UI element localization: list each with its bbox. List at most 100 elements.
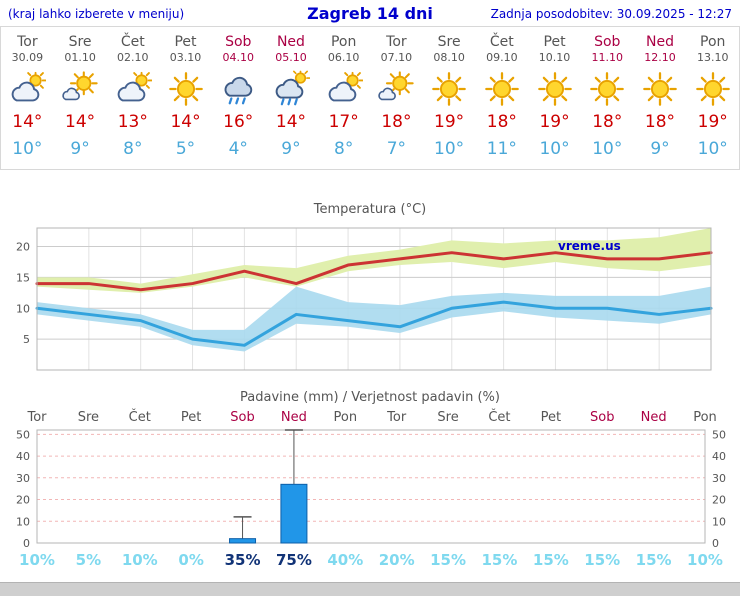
day-date: 05.10	[275, 51, 307, 64]
max-temp: 18°	[381, 112, 412, 132]
max-temp: 13°	[117, 112, 148, 132]
max-temp: 14°	[170, 112, 201, 132]
svg-text:15%: 15%	[482, 551, 518, 569]
forecast-day[interactable]: Pon 13.10 19° 10°	[686, 27, 739, 169]
forecast-day[interactable]: Sre 08.10 19° 10°	[423, 27, 476, 169]
max-temp: 19°	[697, 112, 728, 132]
max-temp: 17°	[328, 112, 359, 132]
forecast-day[interactable]: Ned 12.10 18° 9°	[634, 27, 687, 169]
day-date: 01.10	[64, 51, 96, 64]
day-name: Sob	[594, 34, 621, 50]
forecast-day[interactable]: Čet 02.10 13° 8°	[106, 27, 159, 169]
cloud-sun-icon	[1, 67, 54, 111]
svg-text:20: 20	[712, 494, 726, 507]
day-name: Ned	[645, 34, 674, 50]
temperature-chart: 5 10 15 20 vreme.us	[16, 227, 713, 371]
svg-text:Pon: Pon	[334, 410, 358, 425]
svg-text:Pet: Pet	[181, 410, 201, 425]
svg-text:10: 10	[16, 302, 30, 315]
svg-text:40: 40	[16, 450, 30, 463]
svg-text:Pet: Pet	[541, 410, 561, 425]
sun-cloud-icon	[370, 67, 423, 111]
svg-text:10%: 10%	[687, 551, 723, 569]
forecast-day[interactable]: Pet 03.10 14° 5°	[159, 27, 212, 169]
day-name: Čet	[120, 34, 145, 50]
forecast-day[interactable]: Pon 06.10 17° 8°	[317, 27, 370, 169]
forecast-day[interactable]: Sob 04.10 16° 4°	[212, 27, 265, 169]
svg-text:10%: 10%	[122, 551, 158, 569]
svg-text:75%: 75%	[276, 551, 312, 569]
day-date: 04.10	[222, 51, 254, 64]
forecast-day[interactable]: Čet 09.10 18° 11°	[475, 27, 528, 169]
day-name: Tor	[386, 34, 407, 50]
max-temp: 14°	[275, 112, 307, 132]
day-date: 03.10	[169, 51, 202, 64]
day-name: Pet	[543, 34, 566, 50]
min-temp: 10°	[592, 139, 623, 159]
sunny-icon	[528, 67, 581, 111]
svg-text:10: 10	[16, 515, 30, 528]
menu-hint: (kraj lahko izberete v meniju)	[8, 7, 185, 21]
min-temp: 4°	[228, 139, 248, 159]
sunny-icon	[634, 67, 687, 111]
svg-text:50: 50	[16, 428, 30, 441]
min-temp: 9°	[281, 139, 301, 159]
min-temp: 11°	[486, 139, 517, 159]
max-temp: 14°	[12, 112, 43, 132]
svg-text:5: 5	[23, 333, 30, 346]
last-update: Zadnja posodobitev: 30.09.2025 - 12:27	[490, 7, 732, 21]
svg-text:50: 50	[712, 428, 726, 441]
forecast-day[interactable]: Sre 01.10 14° 9°	[54, 27, 107, 169]
sunny-icon	[423, 67, 476, 111]
day-name: Čet	[489, 34, 514, 50]
svg-text:Tor: Tor	[26, 410, 47, 425]
temperature-chart-title: Temperatura (°C)	[313, 202, 427, 217]
svg-text:15%: 15%	[584, 551, 620, 569]
forecast-day[interactable]: Pet 10.10 19° 10°	[528, 27, 581, 169]
day-date: 09.10	[486, 51, 518, 64]
forecast-day[interactable]: Tor 07.10 18° 7°	[370, 27, 423, 169]
day-name: Ned	[276, 34, 305, 50]
forecast-day[interactable]: Tor 30.09 14° 10°	[1, 27, 54, 169]
sunny-icon	[686, 67, 739, 111]
day-date: 06.10	[327, 51, 360, 64]
page-title: Zagreb 14 dni	[307, 4, 433, 23]
svg-text:0: 0	[712, 537, 719, 550]
max-temp: 18°	[592, 112, 623, 132]
forecast-day[interactable]: Ned 05.10 14° 9°	[265, 27, 318, 169]
sunny-icon	[581, 67, 634, 111]
max-temp: 14°	[65, 112, 96, 132]
min-temp: 8°	[334, 139, 354, 159]
min-temp: 10°	[697, 139, 728, 159]
svg-text:15: 15	[16, 271, 30, 284]
svg-text:Ned: Ned	[641, 410, 667, 425]
cloud-sun-icon	[317, 67, 370, 111]
svg-text:Sre: Sre	[78, 410, 99, 425]
max-temp: 18°	[644, 112, 676, 132]
min-temp: 10°	[539, 139, 570, 159]
day-date: 08.10	[433, 51, 465, 64]
max-temp: 19°	[539, 112, 570, 132]
day-date: 07.10	[380, 51, 413, 64]
day-date: 12.10	[644, 51, 676, 64]
min-temp: 10°	[12, 139, 43, 159]
svg-text:20: 20	[16, 494, 30, 507]
svg-text:Čet: Čet	[488, 409, 510, 425]
svg-text:10: 10	[712, 515, 726, 528]
min-temp: 8°	[123, 139, 143, 159]
svg-text:Sre: Sre	[437, 410, 458, 425]
day-date: 02.10	[117, 51, 149, 64]
day-date: 30.09	[11, 51, 44, 64]
header: (kraj lahko izberete v meniju) Zagreb 14…	[0, 0, 740, 26]
svg-text:30: 30	[712, 472, 726, 485]
max-temp: 18°	[486, 112, 517, 132]
day-name: Tor	[17, 34, 38, 50]
svg-text:20%: 20%	[379, 551, 415, 569]
svg-text:35%: 35%	[225, 551, 261, 569]
forecast-day[interactable]: Sob 11.10 18° 10°	[581, 27, 634, 169]
svg-text:Ned: Ned	[281, 410, 307, 425]
svg-text:15%: 15%	[430, 551, 466, 569]
day-name: Pon	[700, 34, 726, 50]
day-name: Pet	[174, 34, 197, 50]
